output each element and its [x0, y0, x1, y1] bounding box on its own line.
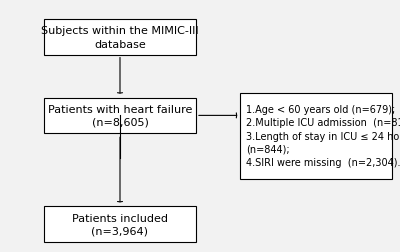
Text: Patients included
(n=3,964): Patients included (n=3,964)	[72, 213, 168, 236]
Text: Subjects within the MIMIC-III
database: Subjects within the MIMIC-III database	[41, 26, 199, 49]
FancyBboxPatch shape	[44, 20, 196, 55]
FancyBboxPatch shape	[44, 98, 196, 134]
Text: Patients with heart failure
(n=8,605): Patients with heart failure (n=8,605)	[48, 104, 192, 128]
Text: 1.Age < 60 years old (n=679);
2.Multiple ICU admission  (n=814);
3.Length of sta: 1.Age < 60 years old (n=679); 2.Multiple…	[246, 105, 400, 167]
FancyBboxPatch shape	[44, 207, 196, 242]
FancyBboxPatch shape	[240, 93, 392, 179]
